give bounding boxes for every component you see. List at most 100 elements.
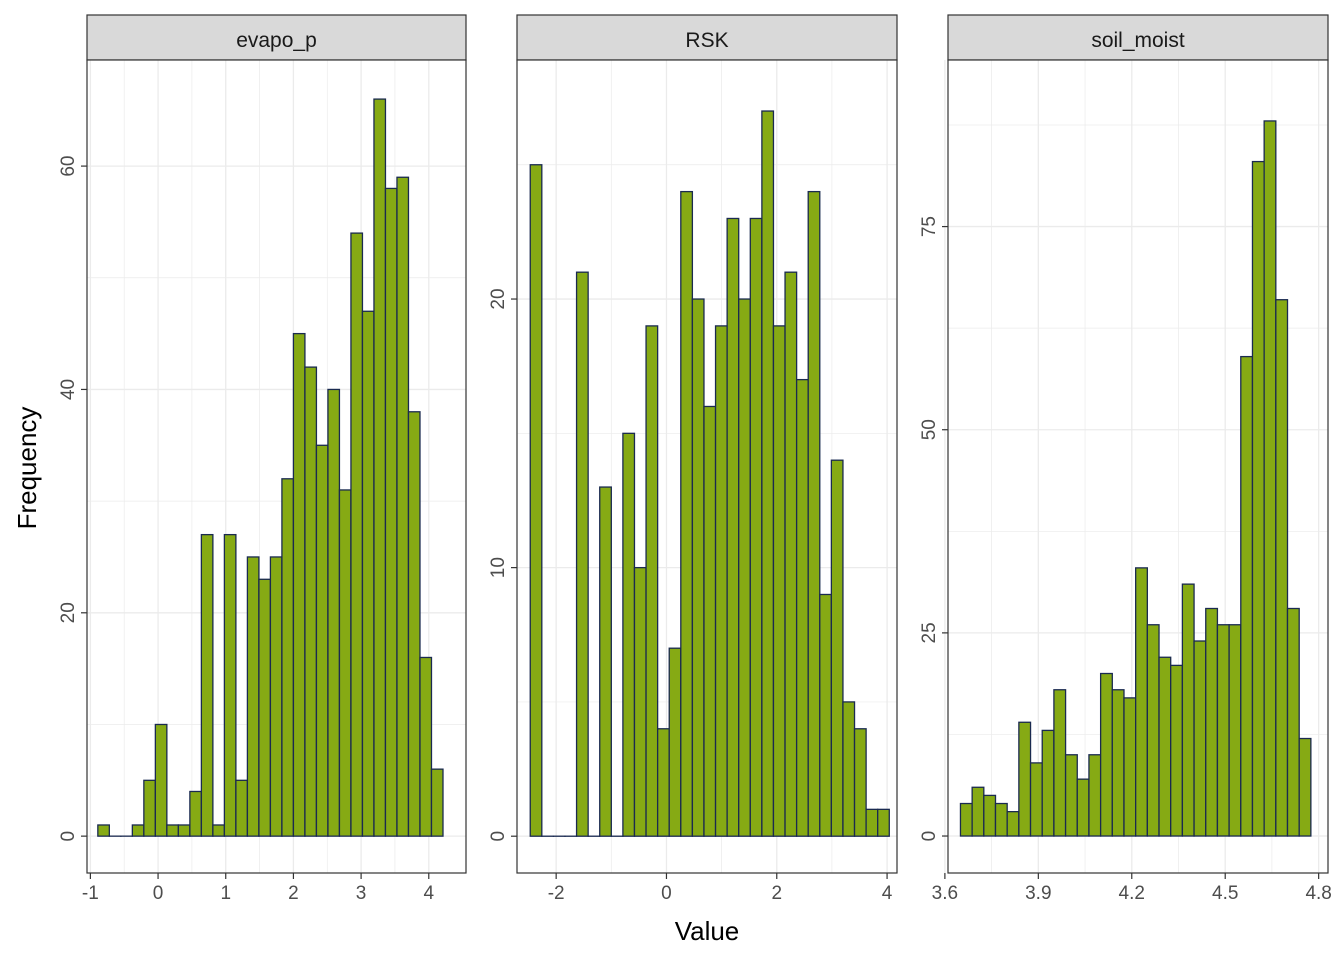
histogram-bar xyxy=(304,366,318,837)
histogram-bar xyxy=(1205,607,1219,837)
histogram-bar xyxy=(1181,583,1195,837)
histogram-bar xyxy=(338,489,352,837)
histogram-bar xyxy=(738,298,751,837)
facet-panel-soil_moist: soil_moist 3.6 3.9 4.2 4.5 4.8 0 25 50 75 xyxy=(919,14,1332,904)
histogram-bar xyxy=(1170,664,1184,837)
x-tick-label: 4.8 xyxy=(1305,883,1331,904)
histogram-bar xyxy=(983,794,997,837)
y-axis-label: Frequency xyxy=(12,407,42,530)
histogram-bar xyxy=(407,411,421,837)
histogram-bar xyxy=(749,217,763,837)
histogram-bar xyxy=(1263,120,1277,837)
x-tick-label: 2 xyxy=(288,883,299,904)
y-tick-label: 60 xyxy=(58,156,79,177)
y-tick-label: 20 xyxy=(58,602,79,623)
histogram-bar xyxy=(599,486,612,837)
histogram-bar xyxy=(430,768,444,837)
histogram-bar xyxy=(373,98,387,837)
histogram-bar xyxy=(97,824,110,837)
facet-strip-label: RSK xyxy=(685,29,728,52)
histogram-bar xyxy=(1076,778,1090,837)
y-tick-label: 25 xyxy=(919,622,940,643)
histogram-bar xyxy=(1053,689,1067,837)
histogram-bar xyxy=(1216,624,1230,837)
histogram-bar xyxy=(680,190,694,837)
histogram-bar xyxy=(419,656,433,837)
histogram-bar xyxy=(1088,754,1102,837)
histogram-bar xyxy=(865,808,879,837)
histogram-bar xyxy=(807,190,821,837)
histogram-bar xyxy=(971,786,985,837)
histogram-bar xyxy=(1006,810,1020,837)
y-tick-label: 20 xyxy=(488,288,509,309)
x-tick-label: 0 xyxy=(153,883,164,904)
histogram-bar xyxy=(143,779,157,837)
histogram-bar xyxy=(154,723,168,837)
histogram-bar xyxy=(396,176,410,837)
x-tick-label: 0 xyxy=(661,883,672,904)
histogram-bar xyxy=(853,728,867,837)
x-tick-label: 4.5 xyxy=(1212,883,1238,904)
histogram-bar xyxy=(1158,656,1172,837)
x-tick-label: 2 xyxy=(771,883,782,904)
histogram-bar xyxy=(529,164,543,837)
x-tick-label: 4.2 xyxy=(1119,883,1145,904)
histogram-bar xyxy=(177,824,191,837)
histogram-bar xyxy=(959,802,973,837)
histogram-bar xyxy=(830,459,844,837)
histogram-bar xyxy=(292,332,306,837)
y-tick-label: 0 xyxy=(488,831,509,842)
histogram-bar xyxy=(361,310,375,837)
histogram-bar xyxy=(350,232,364,837)
histogram-bar xyxy=(1123,697,1137,837)
x-axis-label: Value xyxy=(675,916,740,946)
histogram-bar xyxy=(1041,729,1055,837)
histogram-bar xyxy=(212,824,226,837)
y-tick-label: 50 xyxy=(919,419,940,440)
histogram-bar xyxy=(315,444,329,837)
histogram-bar xyxy=(223,533,237,837)
panel-border xyxy=(86,59,467,874)
histogram-bar xyxy=(1251,160,1265,837)
facet-strip-label: evapo_p xyxy=(236,29,317,52)
histogram-bar xyxy=(714,325,728,837)
histogram-bar xyxy=(994,802,1008,837)
panel-border xyxy=(947,59,1329,874)
y-tick-label: 75 xyxy=(919,216,940,237)
x-tick-label: 3.6 xyxy=(932,883,958,904)
histogram-bar xyxy=(327,388,341,837)
histogram-bar xyxy=(795,378,809,837)
histogram-bar xyxy=(246,556,260,837)
x-tick-label: 4 xyxy=(423,883,434,904)
histogram-bar xyxy=(575,271,589,837)
histogram-bar xyxy=(761,110,775,837)
histogram-bar xyxy=(633,566,647,837)
x-tick-label: 3 xyxy=(356,883,367,904)
x-tick-label: -1 xyxy=(82,883,99,904)
facet-strip-label: soil_moist xyxy=(1091,29,1185,52)
histogram-bar xyxy=(726,217,740,837)
histogram-bar xyxy=(877,808,890,837)
histogram-bar xyxy=(1275,299,1289,837)
y-tick-label: 10 xyxy=(488,557,509,578)
panel-border xyxy=(516,59,898,874)
histogram-bar xyxy=(1240,355,1254,837)
histogram-bar xyxy=(668,647,682,837)
histogram-bar xyxy=(131,824,145,837)
histogram-bar xyxy=(1298,737,1312,837)
histogram-bar xyxy=(384,187,398,837)
histogram-bar xyxy=(258,578,272,837)
histogram-bar xyxy=(784,271,798,837)
x-tick-label: 4 xyxy=(882,883,893,904)
histogram-bar xyxy=(703,405,717,837)
histogram-bar xyxy=(645,325,659,837)
histogram-bar xyxy=(189,790,203,837)
histogram-bar xyxy=(1286,607,1300,837)
x-tick-label: -2 xyxy=(548,883,565,904)
facet-strip xyxy=(86,14,467,61)
histogram-bar xyxy=(200,533,214,837)
histogram-bar xyxy=(1018,721,1032,837)
histogram-bar xyxy=(1135,567,1148,837)
